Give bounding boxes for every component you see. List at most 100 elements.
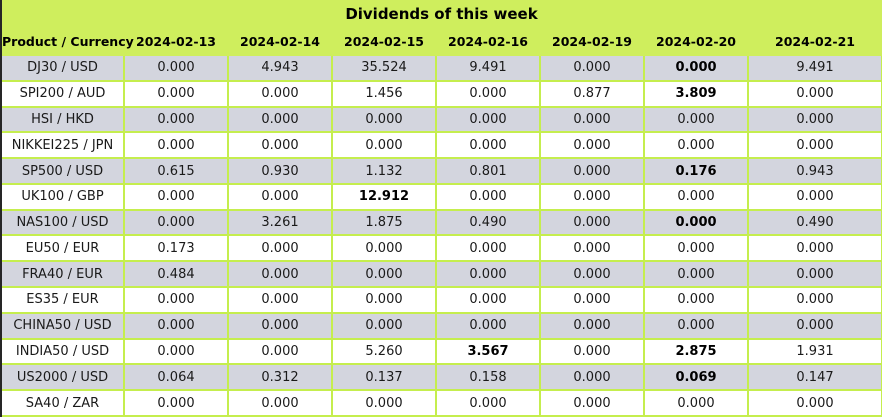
value-cell: 0.000 (123, 105, 229, 134)
value-cell: 0.000 (227, 105, 333, 134)
value-cell: 0.000 (643, 54, 749, 82)
value-cell: 0.000 (123, 389, 229, 417)
value-cell: 0.943 (747, 157, 882, 185)
product-cell: CHINA50 / USD (2, 311, 125, 340)
product-cell: DJ30 / USD (2, 54, 125, 82)
column-header-date: 2024-02-14 (227, 26, 333, 56)
value-cell: 1.456 (331, 79, 437, 108)
value-cell: 0.000 (539, 286, 645, 314)
product-cell: EU50 / EUR (2, 234, 125, 263)
table-row: NIKKEI225 / JPN 0.000 0.000 0.000 0.000 0.000… (2, 131, 882, 160)
value-cell: 0.000 (539, 260, 645, 289)
value-cell: 0.490 (747, 208, 882, 237)
column-header-date: 2024-02-20 (643, 26, 749, 56)
value-cell: 0.000 (123, 131, 229, 160)
value-cell: 0.000 (435, 260, 541, 289)
value-cell: 0.000 (643, 131, 749, 160)
title-row: Dividends of this week (2, 0, 882, 28)
value-cell: 0.000 (539, 157, 645, 185)
table-row: US2000 / USD 0.064 0.312 0.137 0.158 0.000 0.0… (2, 363, 882, 392)
value-cell: 0.000 (123, 208, 229, 237)
value-cell: 0.000 (123, 337, 229, 366)
value-cell: 0.000 (643, 260, 749, 289)
value-cell: 0.158 (435, 363, 541, 392)
value-cell: 1.931 (747, 337, 882, 366)
value-cell: 0.000 (227, 182, 333, 211)
value-cell: 3.261 (227, 208, 333, 237)
value-cell: 0.000 (539, 389, 645, 417)
table-row: SA40 / ZAR 0.000 0.000 0.000 0.000 0.000 0.000… (2, 389, 882, 417)
product-cell: ES35 / EUR (2, 286, 125, 314)
value-cell: 3.809 (643, 79, 749, 108)
table-row: CHINA50 / USD 0.000 0.000 0.000 0.000 0.000 0.… (2, 311, 882, 340)
value-cell: 0.000 (435, 131, 541, 160)
value-cell: 0.069 (643, 363, 749, 392)
value-cell: 0.176 (643, 157, 749, 185)
value-cell: 0.000 (227, 234, 333, 263)
product-cell: INDIA50 / USD (2, 337, 125, 366)
value-cell: 0.000 (643, 311, 749, 340)
value-cell: 0.000 (747, 105, 882, 134)
value-cell: 35.524 (331, 54, 437, 82)
value-cell: 0.000 (435, 286, 541, 314)
product-cell: HSI / HKD (2, 105, 125, 134)
value-cell: 0.490 (435, 208, 541, 237)
value-cell: 0.000 (331, 286, 437, 314)
value-cell: 0.000 (539, 182, 645, 211)
value-cell: 1.132 (331, 157, 437, 185)
table-row: DJ30 / USD 0.000 4.943 35.524 9.491 0.000 0.00… (2, 54, 882, 82)
product-cell: SA40 / ZAR (2, 389, 125, 417)
value-cell: 0.000 (435, 182, 541, 211)
value-cell: 0.000 (331, 311, 437, 340)
value-cell: 0.000 (331, 389, 437, 417)
product-cell: UK100 / GBP (2, 182, 125, 211)
column-header-date: 2024-02-15 (331, 26, 437, 56)
value-cell: 0.000 (747, 131, 882, 160)
table-row: EU50 / EUR 0.173 0.000 0.000 0.000 0.000 0.000… (2, 234, 882, 263)
column-header-product: Product / Currency (2, 26, 134, 56)
value-cell: 0.000 (227, 286, 333, 314)
value-cell: 0.000 (539, 337, 645, 366)
value-cell: 0.000 (227, 337, 333, 366)
table-row: NAS100 / USD 0.000 3.261 1.875 0.490 0.000 0.0… (2, 208, 882, 237)
column-header-row: Product / Currency 2024-02-13 2024-02-14 20… (2, 26, 882, 56)
value-cell: 0.000 (435, 234, 541, 263)
value-cell: 0.801 (435, 157, 541, 185)
value-cell: 0.000 (123, 311, 229, 340)
value-cell: 0.000 (435, 79, 541, 108)
value-cell: 0.000 (747, 389, 882, 417)
value-cell: 0.000 (747, 79, 882, 108)
value-cell: 5.260 (331, 337, 437, 366)
value-cell: 0.000 (123, 79, 229, 108)
value-cell: 0.000 (747, 311, 882, 340)
value-cell: 0.000 (539, 54, 645, 82)
value-cell: 0.000 (539, 105, 645, 134)
value-cell: 0.000 (643, 182, 749, 211)
value-cell: 0.000 (227, 389, 333, 417)
value-cell: 0.000 (747, 234, 882, 263)
value-cell: 0.484 (123, 260, 229, 289)
value-cell: 0.000 (435, 389, 541, 417)
table-row: ES35 / EUR 0.000 0.000 0.000 0.000 0.000 0.000… (2, 286, 882, 314)
product-cell: NAS100 / USD (2, 208, 125, 237)
value-cell: 0.615 (123, 157, 229, 185)
table-row: SPI200 / AUD 0.000 0.000 1.456 0.000 0.877 3.8… (2, 79, 882, 108)
value-cell: 0.930 (227, 157, 333, 185)
value-cell: 0.000 (539, 208, 645, 237)
product-cell: US2000 / USD (2, 363, 125, 392)
value-cell: 0.000 (539, 131, 645, 160)
value-cell: 3.567 (435, 337, 541, 366)
value-cell: 0.000 (747, 286, 882, 314)
value-cell: 0.000 (643, 208, 749, 237)
value-cell: 0.064 (123, 363, 229, 392)
column-header-date: 2024-02-19 (539, 26, 645, 56)
column-header-date: 2024-02-16 (435, 26, 541, 56)
table-title: Dividends of this week (2, 0, 882, 28)
value-cell: 0.000 (539, 311, 645, 340)
value-cell: 0.000 (123, 182, 229, 211)
product-cell: FRA40 / EUR (2, 260, 125, 289)
column-header-date: 2024-02-13 (123, 26, 229, 56)
value-cell: 0.000 (747, 260, 882, 289)
value-cell: 0.000 (227, 79, 333, 108)
